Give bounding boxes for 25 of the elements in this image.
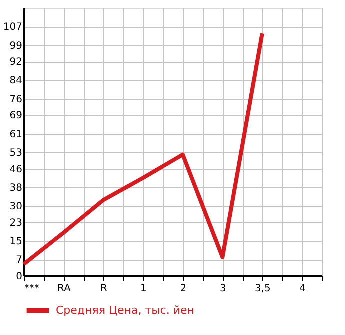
x-tick-label: 3,5 xyxy=(254,284,271,294)
y-tick-label: 107 xyxy=(3,22,22,34)
x-tick-label: 2 xyxy=(180,284,187,294)
y-tick-label: 15 xyxy=(10,236,22,248)
x-tick-label: 1 xyxy=(140,284,147,294)
y-tick-label: 61 xyxy=(10,129,22,140)
y-tick-label: 92 xyxy=(10,57,22,68)
x-tick-label: 4 xyxy=(299,284,306,294)
legend-label: Средняя Цена, тыс. йен xyxy=(56,304,194,317)
x-tick-label: 3 xyxy=(220,284,226,294)
y-tick-label: 53 xyxy=(10,148,22,159)
line-series xyxy=(22,32,264,266)
y-tick-label: 7 xyxy=(16,255,22,266)
y-tick-label: 23 xyxy=(10,218,22,229)
y-tick-label: 38 xyxy=(10,182,22,194)
y-tick-label: 46 xyxy=(10,164,22,176)
y-tick-label: 76 xyxy=(10,94,22,106)
y-tick-label: 30 xyxy=(10,202,22,213)
y-tick-label: 69 xyxy=(10,110,22,122)
y-tick-label: 0 xyxy=(16,272,22,282)
x-tick-label: RA xyxy=(58,284,72,294)
x-tick-label: *** xyxy=(24,284,40,294)
x-tick-label: R xyxy=(100,284,108,294)
y-tick-label: 99 xyxy=(10,40,22,52)
y-tick-label: 84 xyxy=(10,76,22,87)
